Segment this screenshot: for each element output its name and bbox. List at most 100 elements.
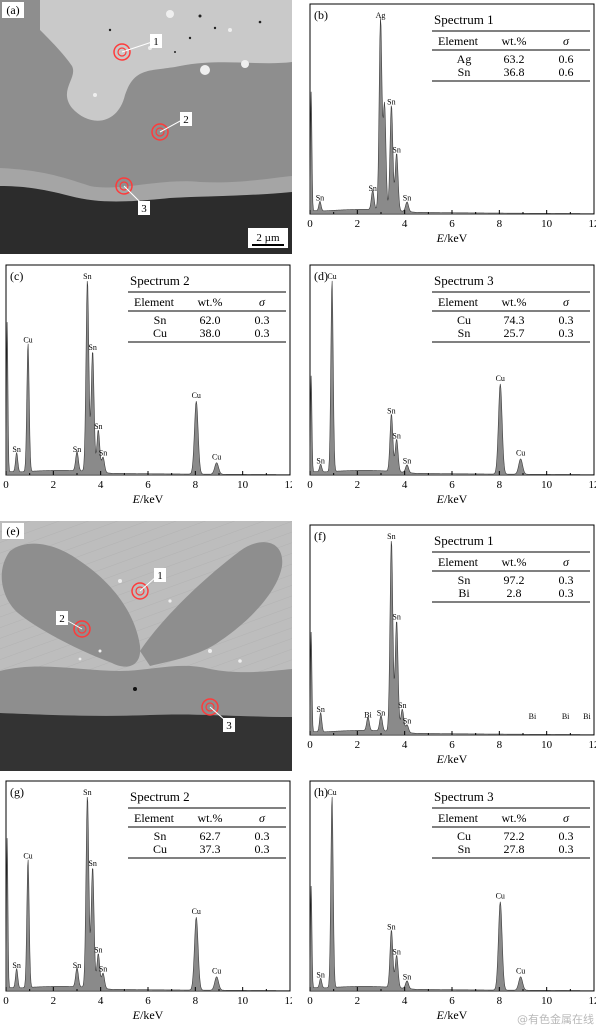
x-tick-label: 12 [285, 995, 293, 1007]
x-axis-label: E/keV [132, 1008, 164, 1022]
table-cell-wt: 72.2 [504, 829, 525, 843]
x-tick-label: 4 [98, 479, 104, 491]
marker-3: 3 [201, 698, 235, 732]
table-header: wt.% [502, 34, 527, 48]
peak-label: Sn [99, 449, 107, 458]
x-tick-label: 0 [307, 218, 313, 230]
peak-label: Sn [403, 456, 411, 465]
svg-text:1: 1 [153, 36, 159, 48]
peak-label: Sn [398, 701, 406, 710]
x-axis-label: E/keV [436, 492, 468, 506]
table-cell-element: Bi [458, 586, 470, 600]
peak-label: Sn [73, 961, 81, 970]
table-header: Element [438, 555, 479, 569]
table-header: σ [563, 811, 570, 825]
x-axis-label: E/keV [132, 492, 164, 506]
x-tick-label: 8 [497, 995, 503, 1007]
panel-tag: (f) [314, 529, 326, 543]
table-cell-element: Sn [154, 313, 167, 327]
table-cell-wt: 74.3 [504, 313, 525, 327]
peak-label: Sn [392, 431, 400, 440]
plot-frame [5, 780, 291, 992]
marker-2: 2 [56, 611, 91, 638]
x-tick-label: 6 [145, 479, 151, 491]
x-tick-label: 0 [3, 479, 9, 491]
peak-label: Bi [529, 712, 537, 721]
x-tick-label: 10 [541, 218, 553, 230]
spectrum-title: Spectrum 2 [130, 789, 190, 804]
spectrum-svg-h: SnCuSnSnSnCuCu024681012E/keV(h)Spectrum … [307, 780, 597, 1022]
peak-label: Cu [212, 967, 221, 976]
x-tick-label: 0 [307, 739, 313, 751]
peak-label: Sn [73, 445, 81, 454]
table-header: wt.% [198, 295, 223, 309]
x-tick-label: 8 [193, 479, 199, 491]
table-cell-wt: 37.3 [200, 842, 221, 856]
table-cell-sigma: 0.3 [255, 829, 270, 843]
x-tick-label: 12 [589, 479, 597, 491]
peak-label: Cu [23, 335, 32, 344]
spectrum-title: Spectrum 1 [434, 533, 494, 548]
table-cell-element: Sn [458, 326, 471, 340]
table-cell-wt: 62.0 [200, 313, 221, 327]
x-tick-label: 12 [285, 479, 293, 491]
table-cell-element: Sn [458, 573, 471, 587]
x-tick-label: 10 [237, 995, 249, 1007]
peak-label: Sn [83, 788, 91, 797]
x-tick-label: 6 [449, 218, 455, 230]
table-header: σ [563, 34, 570, 48]
x-tick-label: 12 [589, 995, 597, 1007]
panel-tag: (h) [314, 785, 328, 799]
x-tick-label: 10 [541, 479, 553, 491]
x-tick-label: 0 [3, 995, 9, 1007]
table-cell-element: Sn [154, 829, 167, 843]
x-tick-label: 2 [51, 995, 57, 1007]
x-tick-label: 8 [497, 218, 503, 230]
spectrum-title: Spectrum 3 [434, 789, 494, 804]
table-cell-wt: 62.7 [200, 829, 221, 843]
peak-label: Cu [192, 907, 201, 916]
x-axis-label: E/keV [436, 1008, 468, 1022]
peak-label: Sn [392, 145, 400, 154]
table-cell-sigma: 0.3 [255, 326, 270, 340]
table-header: wt.% [502, 555, 527, 569]
x-tick-label: 4 [402, 479, 408, 491]
table-cell-wt: 38.0 [200, 326, 221, 340]
peak-label: Sn [316, 970, 324, 979]
table-cell-wt: 25.7 [504, 326, 525, 340]
peak-label: Sn [12, 961, 20, 970]
x-axis-label: E/keV [436, 231, 468, 245]
x-tick-label: 4 [402, 739, 408, 751]
table-header: wt.% [502, 295, 527, 309]
spectrum-svg-c: SnCuSnSnSnSnSnCuCu024681012E/keV(c)Spect… [3, 264, 293, 506]
table-header: wt.% [502, 811, 527, 825]
table-cell-sigma: 0.3 [255, 313, 270, 327]
table-header: σ [563, 295, 570, 309]
peak-label: Sn [88, 859, 96, 868]
table-cell-element: Cu [457, 829, 471, 843]
peak-label: Cu [327, 788, 336, 797]
peak-label: Cu [192, 391, 201, 400]
marker-1: 1 [131, 568, 166, 600]
table-header: Element [134, 295, 175, 309]
table-cell-sigma: 0.3 [559, 573, 574, 587]
table-cell-element: Ag [457, 52, 472, 66]
table-cell-sigma: 0.6 [559, 52, 574, 66]
x-tick-label: 10 [237, 479, 249, 491]
marker-2: 2 [151, 112, 192, 141]
table-cell-wt: 97.2 [504, 573, 525, 587]
x-tick-label: 12 [589, 218, 597, 230]
x-axis-label: E/keV [436, 752, 468, 766]
marker-3: 3 [115, 177, 150, 215]
peak-label: Sn [387, 97, 395, 106]
table-header: Element [438, 295, 479, 309]
peak-label: Cu [496, 374, 505, 383]
x-tick-label: 12 [589, 739, 597, 751]
table-cell-sigma: 0.3 [559, 586, 574, 600]
panel-tag-e: (e) [6, 524, 19, 538]
x-tick-label: 4 [402, 218, 408, 230]
peak-label: Sn [392, 947, 400, 956]
table-header: σ [259, 295, 266, 309]
table-header: Element [134, 811, 175, 825]
x-tick-label: 8 [497, 479, 503, 491]
